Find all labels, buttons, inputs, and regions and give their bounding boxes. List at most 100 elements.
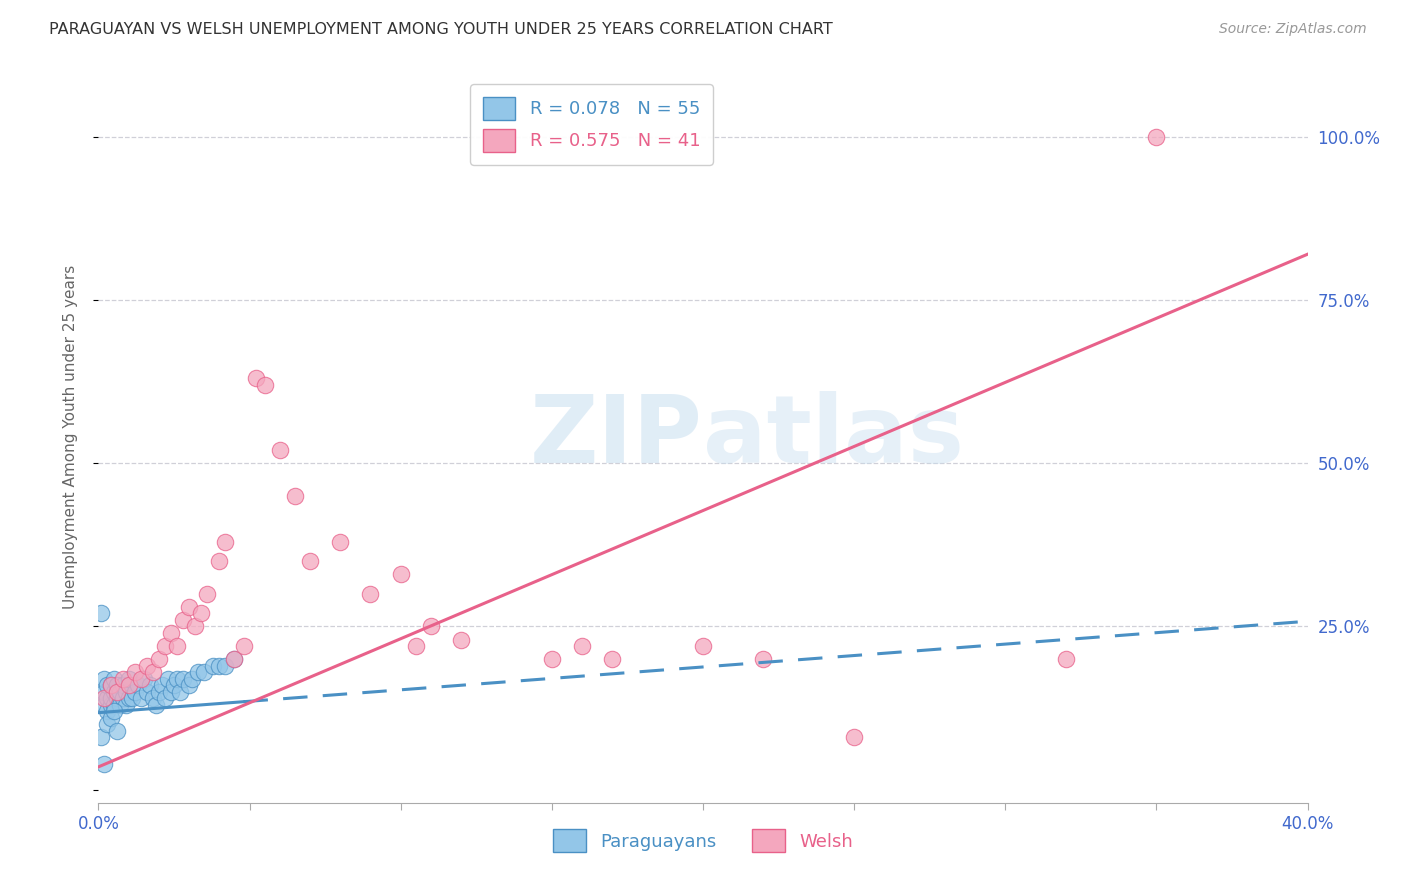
Point [100, 678, 122, 692]
Point [166, 672, 188, 686]
Point [93, 685, 115, 699]
Point [195, 587, 218, 601]
Point [111, 672, 134, 686]
Point [129, 691, 152, 706]
Point [105, 723, 128, 738]
Point [96, 705, 118, 719]
Point [208, 554, 231, 568]
Point [153, 639, 176, 653]
Point [299, 554, 322, 568]
Point [114, 698, 136, 712]
Point [214, 534, 236, 549]
Point [224, 652, 246, 666]
Point [190, 607, 212, 621]
Point [156, 672, 179, 686]
Point [602, 652, 624, 666]
Point [118, 691, 141, 706]
Point [360, 587, 382, 601]
Point [111, 678, 134, 692]
Point [100, 711, 122, 725]
Point [1054, 652, 1077, 666]
Point [108, 698, 131, 712]
Point [160, 685, 183, 699]
Text: Source: ZipAtlas.com: Source: ZipAtlas.com [1219, 22, 1367, 37]
Point [108, 685, 131, 699]
Point [420, 619, 443, 633]
Point [118, 678, 141, 692]
Point [93, 698, 115, 712]
Point [208, 658, 231, 673]
Point [96, 691, 118, 706]
Point [93, 756, 115, 771]
Point [96, 678, 118, 692]
Point [145, 698, 167, 712]
Point [118, 672, 141, 686]
Point [105, 685, 128, 699]
Y-axis label: Unemployment Among Youth under 25 years: Unemployment Among Youth under 25 years [63, 265, 77, 609]
Point [142, 691, 165, 706]
Point [150, 678, 173, 692]
Point [124, 665, 146, 680]
Point [135, 658, 157, 673]
Text: PARAGUAYAN VS WELSH UNEMPLOYMENT AMONG YOUTH UNDER 25 YEARS CORRELATION CHART: PARAGUAYAN VS WELSH UNEMPLOYMENT AMONG Y… [49, 22, 832, 37]
Point [224, 652, 246, 666]
Point [181, 672, 204, 686]
Point [269, 443, 291, 458]
Point [90, 607, 112, 621]
Point [105, 678, 128, 692]
Point [692, 639, 714, 653]
Point [540, 652, 562, 666]
Point [187, 665, 209, 680]
Point [172, 672, 194, 686]
Point [179, 599, 201, 614]
Point [100, 678, 122, 692]
Point [103, 672, 125, 686]
Point [405, 639, 427, 653]
Point [103, 685, 125, 699]
Point [93, 672, 115, 686]
Point [179, 678, 201, 692]
Point [132, 672, 155, 686]
Point [172, 613, 194, 627]
Point [111, 691, 134, 706]
Text: ZIP: ZIP [530, 391, 703, 483]
Text: atlas: atlas [703, 391, 965, 483]
Point [129, 672, 152, 686]
Point [135, 685, 157, 699]
Point [100, 698, 122, 712]
Point [844, 731, 866, 745]
Point [139, 678, 162, 692]
Point [103, 698, 125, 712]
Point [166, 639, 188, 653]
Point [284, 489, 307, 503]
Point [148, 685, 170, 699]
Point [232, 639, 254, 653]
Point [124, 685, 146, 699]
Point [90, 731, 112, 745]
Point [114, 685, 136, 699]
Point [103, 705, 125, 719]
Point [752, 652, 775, 666]
Legend: Paraguayans, Welsh: Paraguayans, Welsh [546, 822, 860, 860]
Point [329, 534, 352, 549]
Point [253, 377, 276, 392]
Point [193, 665, 215, 680]
Point [245, 371, 267, 385]
Point [127, 678, 149, 692]
Point [184, 619, 207, 633]
Point [100, 691, 122, 706]
Point [153, 691, 176, 706]
Point [142, 665, 165, 680]
Point [160, 626, 183, 640]
Point [96, 717, 118, 731]
Point [163, 678, 186, 692]
Point [202, 658, 225, 673]
Point [121, 691, 143, 706]
Point [105, 691, 128, 706]
Point [450, 632, 472, 647]
Point [1144, 129, 1167, 144]
Point [389, 567, 412, 582]
Point [214, 658, 236, 673]
Point [148, 652, 170, 666]
Point [93, 691, 115, 706]
